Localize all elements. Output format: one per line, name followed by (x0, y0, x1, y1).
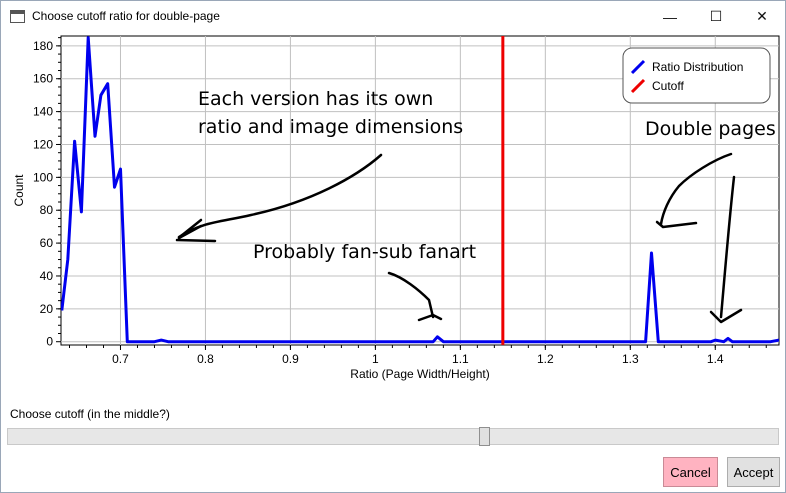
x-tick-label: 1.3 (622, 352, 639, 366)
x-axis-label: Ratio (Page Width/Height) (350, 367, 489, 381)
annotation-arrow (177, 153, 383, 239)
y-tick-label: 20 (40, 302, 54, 316)
legend-box (622, 47, 771, 104)
legend-label: Cutoff (652, 79, 684, 93)
y-tick-label: 120 (33, 137, 53, 151)
maximize-button[interactable]: ☐ (709, 8, 723, 24)
minimize-button[interactable]: — (663, 8, 677, 25)
y-tick-label: 180 (33, 39, 53, 53)
annotation-arrow (417, 313, 443, 322)
x-tick-label: 1.4 (707, 352, 724, 366)
annotation-text: ratio and image dimensions (198, 116, 463, 138)
y-tick-label: 140 (33, 105, 53, 119)
legend-swatch (630, 78, 646, 94)
window-icon (10, 10, 25, 23)
slider-track[interactable] (7, 428, 779, 445)
close-button[interactable]: ✕ (756, 8, 768, 24)
annotation-arrow (175, 218, 217, 243)
cutoff-slider[interactable] (7, 427, 779, 446)
annotation-arrow (387, 271, 435, 319)
title-bar[interactable]: Choose cutoff ratio for double-page — ☐ … (1, 1, 785, 32)
window-title: Choose cutoff ratio for double-page (32, 9, 220, 23)
x-tick-label: 1 (372, 352, 379, 366)
y-tick-label: 40 (40, 269, 54, 283)
annotation-text: Probably fan-sub fanart (253, 241, 476, 263)
y-tick-label: 80 (40, 203, 54, 217)
annotation-text: Each version has its own (198, 88, 433, 110)
y-tick-label: 60 (40, 236, 54, 250)
annotation-text: Double pages (645, 118, 776, 140)
annotation-arrow (655, 220, 698, 229)
chart-legend: Ratio Distribution Cutoff (622, 47, 771, 104)
y-tick-label: 100 (33, 170, 53, 184)
y-axis-label: Count (12, 174, 26, 207)
slider-thumb[interactable] (479, 427, 490, 446)
y-tick-label: 160 (33, 72, 53, 86)
x-tick-label: 0.7 (112, 352, 129, 366)
accept-button[interactable]: Accept (727, 457, 780, 487)
y-tick-label: 0 (46, 335, 53, 349)
series-ratio-distribution-line (61, 36, 779, 344)
annotation-arrow (709, 308, 743, 324)
cutoff-label: Choose cutoff (in the middle?) (10, 407, 170, 421)
annotation-arrow (659, 152, 733, 226)
legend-swatch (630, 59, 646, 75)
x-tick-label: 1.2 (537, 352, 554, 366)
legend-label: Ratio Distribution (652, 60, 743, 74)
x-tick-label: 0.9 (282, 352, 299, 366)
cancel-button[interactable]: Cancel (663, 457, 718, 487)
ratio-chart: 0.7 0.8 0.9 1 1.1 1.2 1.3 1.4 0 20 40 60 80 100 120 140… (12, 35, 780, 381)
x-tick-label: 1.1 (452, 352, 469, 366)
annotation-arrow (719, 175, 736, 319)
x-tick-label: 0.8 (197, 352, 214, 366)
